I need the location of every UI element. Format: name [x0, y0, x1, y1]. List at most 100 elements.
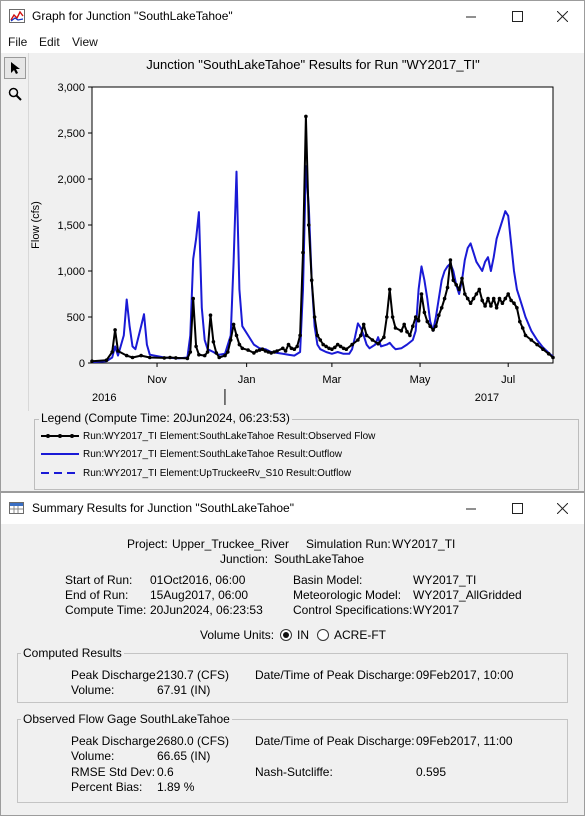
data-point	[309, 278, 314, 283]
legend-panel: Legend (Compute Time: 20Jun2024, 06:23:5…	[1, 411, 584, 491]
legend-box	[34, 419, 579, 490]
end-value: 15Aug2017, 06:00	[150, 588, 249, 602]
chart-panel: Junction "SouthLakeTahoe" Results for Ru…	[29, 53, 584, 411]
data-point	[411, 324, 415, 329]
met-label: Meteorologic Model:	[293, 588, 402, 602]
data-point	[439, 306, 444, 310]
data-point	[393, 326, 398, 330]
data-point	[477, 287, 482, 292]
y-tick-label: 2,500	[57, 128, 85, 140]
maximize-button[interactable]	[494, 1, 540, 32]
data-point	[260, 347, 265, 352]
data-point	[211, 340, 216, 344]
data-point	[338, 344, 343, 349]
data-point	[194, 344, 198, 349]
nash-value: 0.595	[416, 765, 447, 779]
menu-edit[interactable]: Edit	[39, 35, 60, 49]
sim-run-label: Simulation Run:	[306, 537, 391, 551]
maximize-icon	[511, 11, 523, 22]
zoom-tool-button[interactable]	[4, 83, 26, 105]
radio-acre-ft-label[interactable]: ACRE-FT	[334, 628, 386, 642]
data-point	[269, 351, 274, 355]
data-point	[321, 342, 326, 347]
data-point	[275, 349, 279, 353]
flow-chart[interactable]: Junction "SouthLakeTahoe" Results for Ru…	[29, 53, 585, 411]
data-point	[520, 326, 525, 330]
met-value: WY2017_AllGridded	[413, 588, 522, 602]
project-value: Upper_Truckee_River	[172, 537, 289, 551]
computed-peak-label: Peak Discharge:	[71, 668, 160, 682]
data-point	[356, 338, 360, 342]
data-point	[419, 292, 424, 296]
summary-minimize-button[interactable]	[448, 493, 494, 524]
radio-in[interactable]	[280, 629, 292, 641]
summary-close-button[interactable]	[539, 493, 585, 524]
menu-file[interactable]: File	[8, 35, 28, 49]
x-tick-label: May	[410, 374, 431, 386]
data-point	[295, 344, 300, 349]
data-point	[405, 329, 409, 334]
pointer-icon	[11, 62, 20, 74]
data-point	[359, 333, 363, 338]
graph-window-titlebar[interactable]: Graph for Junction "SouthLakeTahoe"	[1, 1, 584, 32]
legend-entry-observed: Run:WY2017_TI Element:SouthLakeTahoe Res…	[40, 429, 375, 443]
data-point	[217, 355, 221, 360]
data-point	[529, 338, 534, 342]
x-tick-label: Nov	[147, 374, 167, 386]
minimize-button[interactable]	[448, 1, 494, 32]
close-button[interactable]	[539, 1, 585, 32]
legend-label-uptruckee: Run:WY2017_TI Element:UpTruckeeRv_S10 Re…	[83, 467, 352, 479]
basin-value: WY2017_TI	[413, 573, 477, 587]
x-tick-label: Jan	[238, 374, 256, 386]
basin-label: Basin Model:	[293, 573, 363, 587]
data-point	[551, 355, 555, 360]
data-point	[197, 352, 201, 357]
summary-window-titlebar[interactable]: Summary Results for Junction "SouthLakeT…	[1, 493, 584, 524]
start-value: 01Oct2016, 06:00	[150, 573, 246, 587]
data-point	[431, 328, 435, 332]
x-tick-label: Mar	[322, 374, 341, 386]
data-point	[266, 350, 271, 354]
data-point	[463, 292, 467, 296]
menu-view[interactable]: View	[72, 35, 98, 49]
data-point	[234, 333, 239, 338]
data-point	[246, 348, 250, 352]
observed-peak-value: 2680.0 (CFS)	[157, 734, 230, 748]
data-point	[413, 315, 418, 319]
computed-volume-label: Volume:	[71, 683, 115, 697]
data-point	[535, 342, 539, 347]
data-point	[474, 292, 479, 296]
radio-acre-ft[interactable]	[317, 629, 329, 641]
summary-maximize-button[interactable]	[494, 493, 540, 524]
data-point	[214, 351, 219, 355]
pointer-tool-button[interactable]	[4, 57, 26, 79]
data-point	[465, 296, 470, 301]
data-point	[491, 296, 496, 301]
observed-peak-dt-label: Date/Time of Peak Discharge:	[255, 734, 415, 748]
data-point	[434, 324, 438, 329]
data-point	[124, 353, 129, 358]
end-label: End of Run:	[65, 588, 129, 602]
data-point	[509, 298, 513, 303]
data-point	[364, 333, 369, 338]
computed-results-group	[17, 653, 568, 703]
data-point	[90, 359, 94, 364]
radio-in-label[interactable]: IN	[297, 628, 309, 642]
data-point	[292, 347, 297, 352]
y-tick-label: 2,000	[57, 174, 85, 186]
data-point	[318, 338, 323, 342]
y-tick-label: 3,000	[57, 82, 85, 94]
data-point	[350, 342, 354, 347]
observed-volume-value: 66.65 (IN)	[157, 749, 211, 763]
data-point	[228, 338, 233, 342]
data-point	[428, 324, 433, 329]
data-point	[541, 347, 545, 352]
observed-gage-group	[17, 719, 568, 803]
data-point	[486, 296, 490, 301]
project-label: Project:	[127, 537, 168, 551]
data-point	[312, 315, 317, 319]
data-point	[497, 296, 502, 301]
data-point	[390, 315, 395, 319]
legend-title: Legend (Compute Time: 20Jun2024, 06:23:5…	[39, 411, 292, 425]
data-point	[468, 301, 473, 306]
